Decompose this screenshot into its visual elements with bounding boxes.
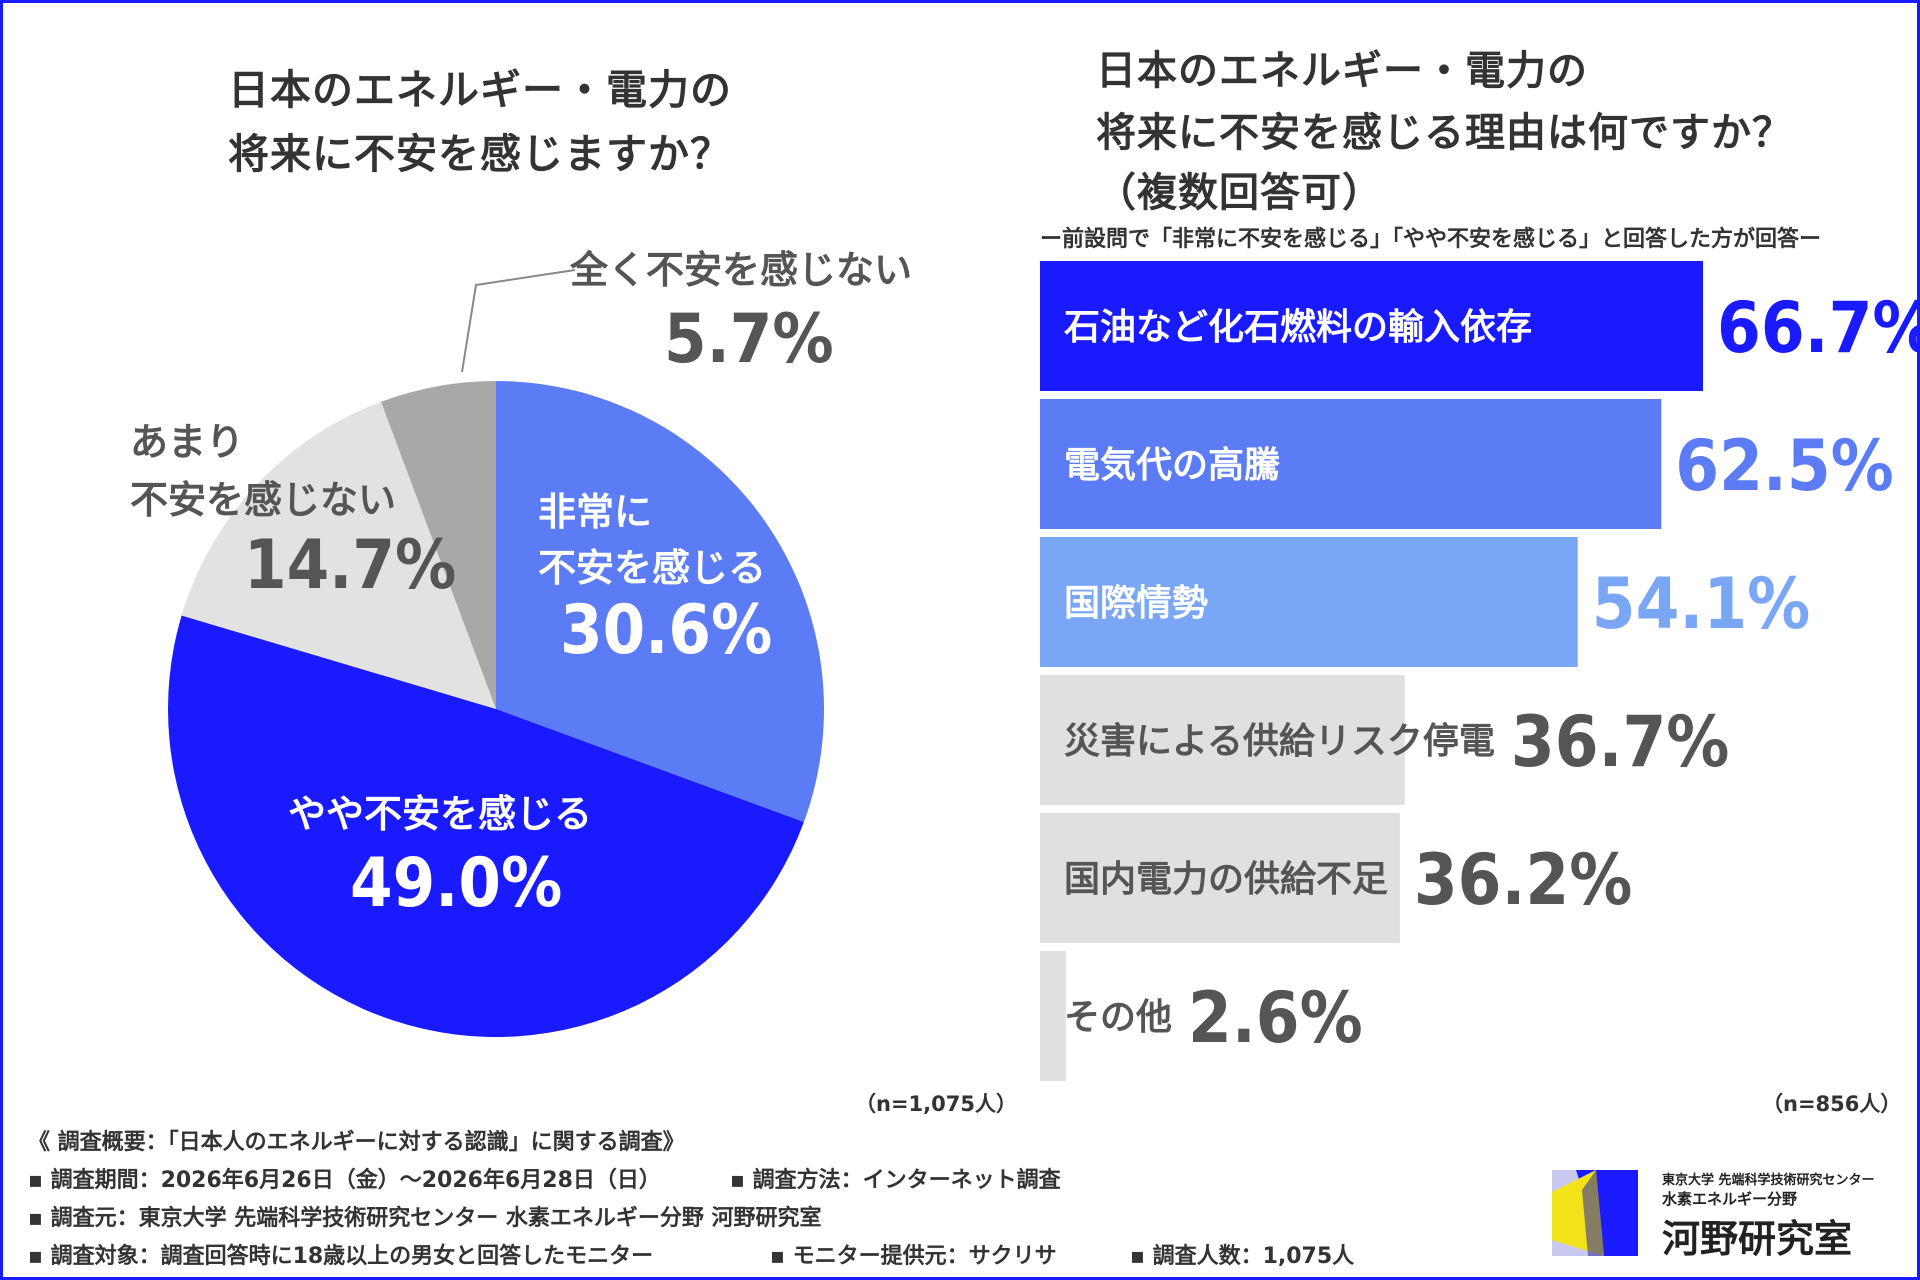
bar-3 [1040, 675, 1405, 805]
pie-pct-notmuch: 14.7% [244, 526, 457, 605]
bar-value-label-0: 66.7% [1717, 287, 1920, 369]
bar-5 [1040, 951, 1066, 1081]
bar-category-label-1: 電気代の高騰 [1064, 445, 1280, 486]
bar-value-label-4: 36.2% [1414, 839, 1632, 921]
bar-n-label: （n=856人） [1762, 1092, 1902, 1116]
bar-category-label-2: 国際情勢 [1064, 583, 1208, 624]
lab-logo-icon [1552, 1170, 1638, 1256]
footer-count: ▪ 調査人数：1,075人 [1130, 1244, 1355, 1269]
logo-name: 河野研究室 [1662, 1216, 1853, 1261]
footer-target: ▪ 調査対象：調査回答時に18歳以上の男女と回答したモニター [28, 1244, 654, 1269]
pie-title-line-1: 日本のエネルギー・電力の [228, 66, 732, 114]
pie-label-notmuch-line1: あまり [130, 420, 245, 464]
bar-category-label-4: 国内電力の供給不足 [1064, 859, 1388, 900]
pie-slice-somewhat-anxious [168, 615, 804, 1037]
bar-category-label-5: その他 [1064, 997, 1172, 1038]
pie-title-line-2: 将来に不安を感じますか？ [228, 130, 732, 178]
bar-4 [1040, 813, 1400, 943]
pie-label-very-line2: 不安を感じる [538, 546, 767, 590]
pie-label-notmuch-line2: 不安を感じない [130, 478, 397, 522]
bar-2 [1040, 537, 1578, 667]
pie-label-somewhat: やや不安を感じる [288, 792, 593, 836]
bar-title-line-2: 将来に不安を感じる理由は何ですか？ [1096, 110, 1793, 156]
bar-chart: 石油など化石燃料の輸入依存 66.7% 電気代の高騰 62.5% 国際情勢 54.1% 災害… [1040, 261, 1920, 1081]
bar-title-line-3: （複数回答可） [1096, 170, 1383, 216]
pie-label-very-line1: 非常に [538, 490, 653, 534]
bar-0 [1040, 261, 1703, 391]
bar-value-label-2: 54.1% [1592, 563, 1810, 645]
logo-line-1: 東京大学 先端科学技術研究センター [1662, 1173, 1875, 1188]
pie-pct-notatall: 5.7% [664, 300, 834, 379]
pie-n-label: （n=1,075人） [855, 1092, 1017, 1116]
pie-pct-very: 30.6% [560, 591, 773, 670]
pie-slice-not-anxious-at-all [381, 381, 496, 709]
bar-value-label-1: 62.5% [1675, 425, 1893, 507]
logo-line-2: 水素エネルギー分野 [1662, 1190, 1798, 1208]
footer-provider: ▪ モニター提供元：サクリサ [770, 1244, 1057, 1269]
pie-chart [168, 269, 825, 1037]
bar-value-label-5: 2.6% [1188, 977, 1363, 1059]
bar-1 [1040, 399, 1662, 529]
bar-category-label-3: 災害による供給リスク停電 [1064, 721, 1495, 762]
footer-overview: 《 調査概要：「日本人のエネルギーに対する認識」に関する調査》 [28, 1130, 685, 1155]
pie-label-notatall: 全く不安を感じない [570, 248, 913, 292]
pie-pct-somewhat: 49.0% [350, 844, 563, 923]
bar-value-label-3: 36.7% [1511, 701, 1729, 783]
leader-line [461, 269, 576, 373]
bar-category-label-0: 石油など化石燃料の輸入依存 [1064, 307, 1532, 348]
footer-method: ▪ 調査方法：インターネット調査 [730, 1168, 1061, 1193]
bar-subnote: ー前設問で「非常に不安を感じる」「やや不安を感じる」と回答した方が回答ー [1040, 227, 1822, 252]
bar-title-line-1: 日本のエネルギー・電力の [1096, 48, 1588, 94]
footer-source: ▪ 調査元：東京大学 先端科学技術研究センター 水素エネルギー分野 河野研究室 [28, 1206, 822, 1231]
pie-slice-very-anxious [496, 381, 825, 823]
footer-period: ▪ 調査期間：2026年6月26日（金）〜2026年6月28日（日） [28, 1168, 661, 1193]
pie-slice-not-very-anxious [181, 401, 496, 709]
